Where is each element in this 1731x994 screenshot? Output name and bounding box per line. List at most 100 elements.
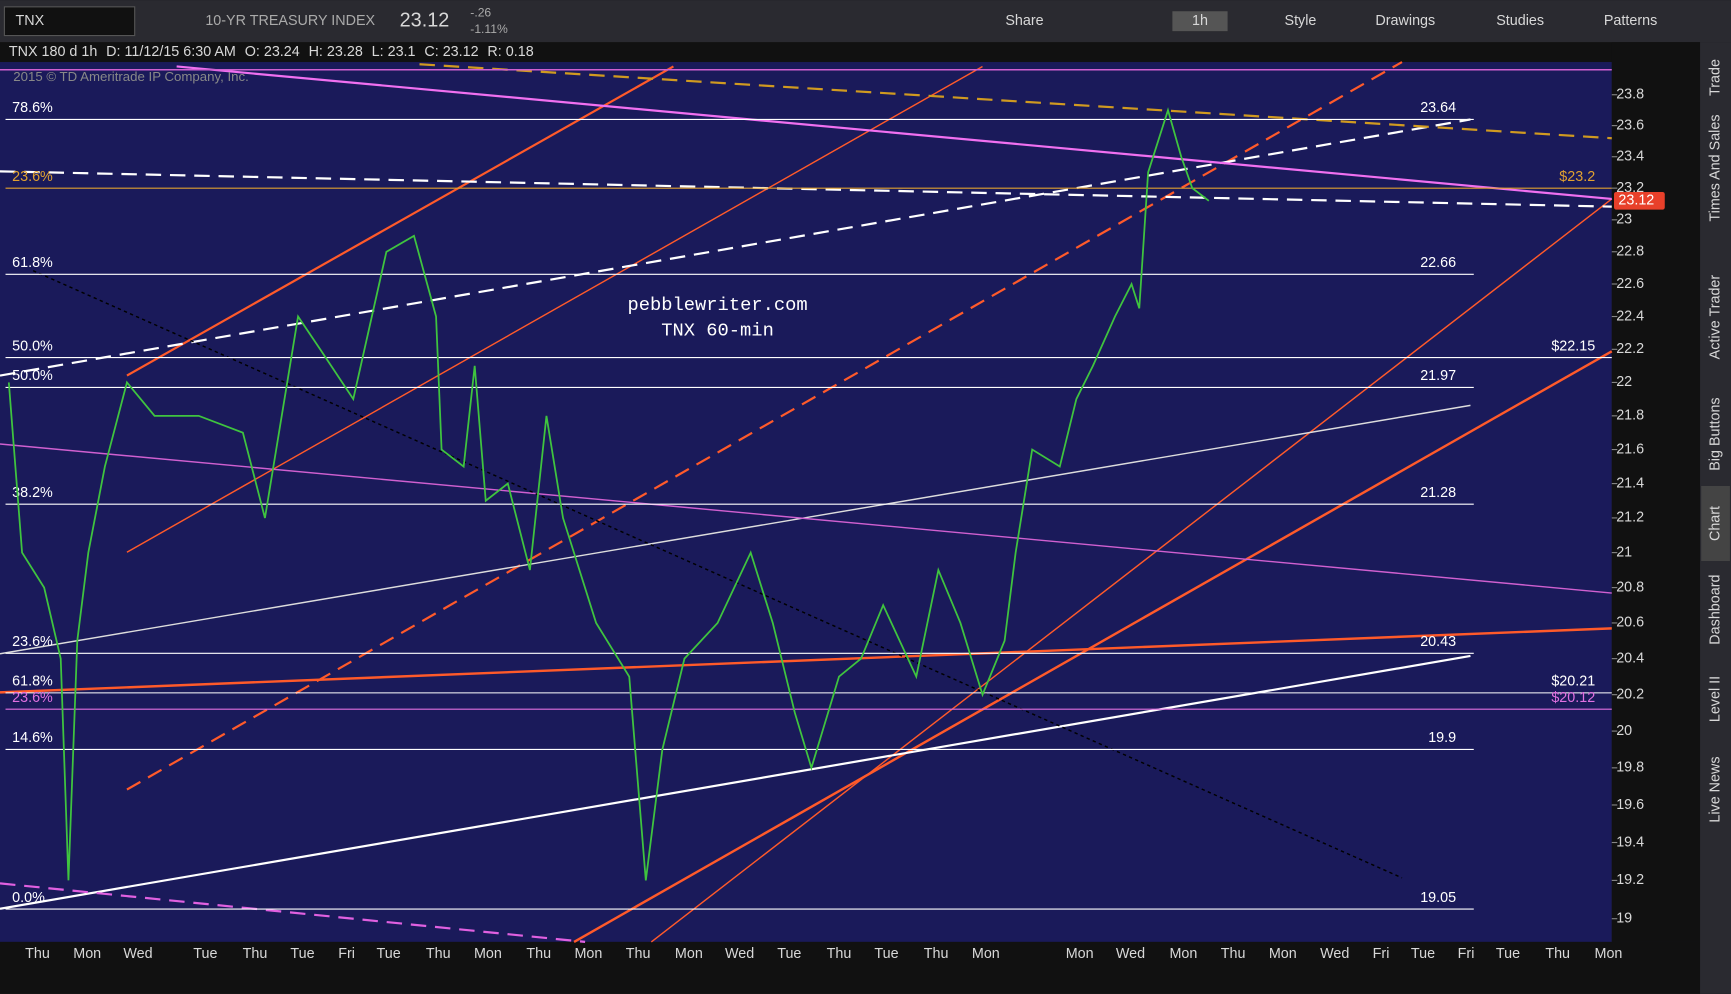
toolbar-button[interactable]: Style: [1285, 13, 1317, 29]
side-tab[interactable]: Chart: [1707, 506, 1723, 541]
info-item: TNX 180 d 1h: [9, 44, 98, 60]
toolbar-button[interactable]: 1h: [1192, 13, 1208, 29]
fib-price: 21.28: [1420, 485, 1456, 501]
x-tick-label: Thu: [526, 946, 551, 962]
x-tick-label: Thu: [25, 946, 50, 962]
fib-pct: 50.0%: [12, 338, 53, 354]
fib-pct: 23.6%: [12, 690, 53, 706]
y-tick-label: 22.8: [1616, 244, 1644, 260]
x-tick-label: Mon: [1595, 946, 1623, 962]
fib-price: 21.97: [1420, 368, 1456, 384]
fib-price: $22.15: [1551, 338, 1595, 354]
info-item: D: 11/12/15 6:30 AM: [106, 44, 236, 60]
plot-area: [0, 62, 1612, 942]
price-tag-label: 23.12: [1618, 193, 1654, 209]
y-tick-label: 21.4: [1616, 475, 1644, 491]
description: 10-YR TREASURY INDEX: [205, 13, 375, 29]
side-tab[interactable]: Level II: [1707, 676, 1723, 722]
x-tick-label: Thu: [1221, 946, 1246, 962]
fib-price: 19.9: [1428, 730, 1456, 746]
y-tick-label: 20.2: [1616, 686, 1644, 702]
y-tick-label: 22.2: [1616, 341, 1644, 357]
trendlines: [0, 61, 1613, 943]
x-tick-label: Wed: [123, 946, 152, 962]
y-tick-label: 22.4: [1616, 308, 1644, 324]
y-tick-label: 23.2: [1616, 180, 1644, 196]
x-tick-label: Tue: [1411, 946, 1435, 962]
price-tag: [1613, 191, 1665, 210]
x-tick-label: Fri: [1373, 946, 1390, 962]
fib-price: $20.21: [1551, 674, 1595, 690]
side-tab[interactable]: Trade: [1707, 59, 1723, 96]
y-tick-label: 23.8: [1616, 87, 1644, 103]
fib-pct: 0.0%: [12, 890, 45, 906]
trendline: [0, 627, 1612, 694]
y-tick-label: 23.4: [1616, 149, 1644, 165]
side-tab[interactable]: Dashboard: [1707, 574, 1723, 644]
y-tick-label: 22.6: [1616, 276, 1644, 292]
symbol: TNX: [15, 13, 44, 29]
y-tick-label: 20.4: [1616, 650, 1644, 666]
fib-pct: 61.8%: [12, 674, 53, 690]
x-tick-label: Mon: [474, 946, 502, 962]
price-line: [7, 107, 1210, 881]
active-tab: [1701, 485, 1730, 562]
toolbar-button[interactable]: Patterns: [1604, 13, 1657, 29]
trendline: [176, 65, 1612, 201]
trendline: [650, 198, 1613, 943]
x-tick-label: Tue: [193, 946, 217, 962]
trendline: [0, 654, 1471, 910]
last-price: 23.12: [400, 9, 450, 31]
x-tick-label: Fri: [1458, 946, 1475, 962]
fib-pct: 78.6%: [12, 100, 53, 116]
trendline: [126, 65, 983, 553]
trendline: [0, 882, 586, 943]
x-tick-label: Mon: [73, 946, 101, 962]
x-tick-label: Thu: [426, 946, 451, 962]
side-tab[interactable]: Big Buttons: [1707, 397, 1723, 470]
fib-price: 22.66: [1420, 255, 1456, 271]
y-tick-label: 19.8: [1616, 760, 1644, 776]
trendline: [0, 443, 1612, 594]
x-tick-label: Wed: [1320, 946, 1349, 962]
y-tick-label: 21.8: [1616, 408, 1644, 424]
toolbar-button[interactable]: Drawings: [1375, 13, 1435, 29]
y-tick-label: 19.2: [1616, 872, 1644, 888]
annotation: pebblewriter.com: [628, 294, 808, 316]
info-item: H: 23.28: [309, 44, 363, 60]
toolbar-button[interactable]: Share: [1005, 13, 1043, 29]
timeframe-box[interactable]: [1172, 11, 1228, 32]
x-tick-label: Mon: [574, 946, 602, 962]
x-tick-label: Tue: [290, 946, 314, 962]
trendline: [419, 63, 1612, 140]
y-tick-label: 22: [1616, 374, 1632, 390]
fib-price: $23.2: [1559, 169, 1595, 185]
trendline: [0, 170, 1612, 208]
toolbar-button[interactable]: Studies: [1496, 13, 1544, 29]
trendline: [0, 118, 1471, 377]
x-tick-label: Tue: [874, 946, 898, 962]
side-tab[interactable]: Live News: [1707, 756, 1723, 822]
y-tick-label: 21: [1616, 544, 1632, 560]
y-tick-label: 20.6: [1616, 615, 1644, 631]
y-tick-label: 20.8: [1616, 579, 1644, 595]
side-tab[interactable]: Times And Sales: [1707, 114, 1723, 221]
info-bar: [0, 42, 1701, 63]
y-tick-label: 21.2: [1616, 510, 1644, 526]
y-tick-label: 21.6: [1616, 441, 1644, 457]
symbol-box[interactable]: [3, 6, 136, 37]
y-tick-label: 19.6: [1616, 797, 1644, 813]
x-tick-label: Mon: [1066, 946, 1094, 962]
y-tick-label: 20: [1616, 723, 1632, 739]
info-item: C: 23.12: [424, 44, 478, 60]
x-tick-label: Thu: [626, 946, 651, 962]
change: -.26: [470, 6, 491, 20]
fib-price: $20.12: [1551, 690, 1595, 706]
side-tab[interactable]: Active Trader: [1707, 275, 1723, 360]
y-tick-label: 23: [1616, 212, 1632, 228]
fib-pct: 14.6%: [12, 730, 53, 746]
x-tick-label: Tue: [376, 946, 400, 962]
x-tick-label: Thu: [1545, 946, 1570, 962]
watermark: 2015 © TD Ameritrade IP Company, Inc.: [13, 69, 249, 84]
